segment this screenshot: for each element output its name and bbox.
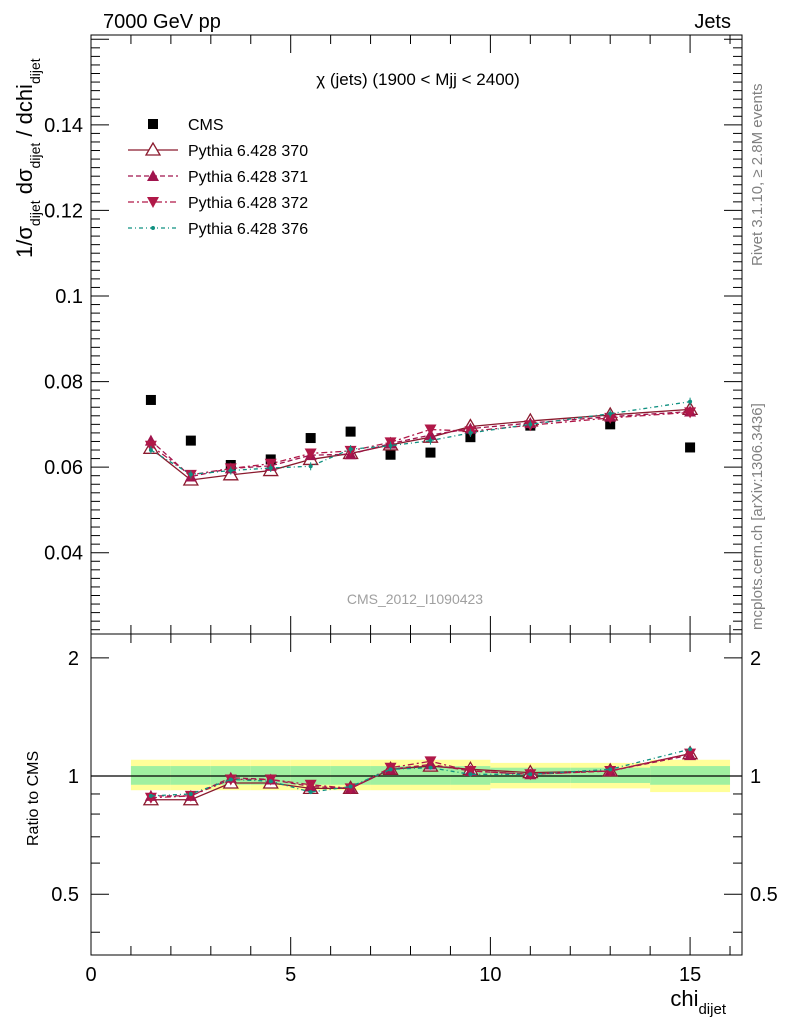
cms-point bbox=[605, 419, 616, 430]
cms-point bbox=[385, 449, 396, 460]
series-line-2 bbox=[150, 410, 691, 478]
ratio-point-3 bbox=[468, 772, 473, 777]
mcplots-label: mcplots.cern.ch [arXiv:1306.3436] bbox=[749, 403, 766, 630]
ratio-plot-frame bbox=[90, 633, 743, 956]
main-series-layer bbox=[142, 394, 699, 486]
ratio-line-2 bbox=[150, 753, 691, 799]
ratio-point-3 bbox=[388, 767, 393, 772]
series-point-4 bbox=[228, 468, 233, 473]
ratio-point-2 bbox=[344, 783, 357, 795]
ratio-point-2 bbox=[464, 765, 477, 777]
series-point-4 bbox=[428, 438, 433, 443]
series-point-3 bbox=[604, 412, 617, 424]
ratio-series-layer bbox=[142, 745, 699, 806]
legend-label-0: CMS bbox=[188, 117, 224, 134]
ratio-point-3 bbox=[148, 793, 153, 798]
ratio-y-tick-label-right: 2 bbox=[750, 648, 761, 670]
series-point-4 bbox=[188, 472, 193, 477]
legend-label-4: Pythia 6.428 376 bbox=[188, 221, 308, 238]
legend-marker-4 bbox=[151, 226, 155, 230]
x-tick-label: 5 bbox=[285, 964, 296, 986]
axis-tick-labels: 0 5 10 15 0.04 0.06 0.08 0.1 0.12 0.14 0.5 0.5 1 1 2 2 bbox=[44, 115, 778, 986]
main-y-tick-label: 0.1 bbox=[55, 286, 83, 308]
ratio-y-axis-label: Ratio to CMS bbox=[25, 751, 42, 846]
cms-point bbox=[345, 426, 356, 437]
legend-marker-1 bbox=[144, 141, 162, 156]
main-y-tick-label: 0.04 bbox=[44, 543, 83, 565]
ratio-point-3 bbox=[228, 777, 233, 782]
series-point-4 bbox=[688, 399, 693, 404]
ratio-point-2 bbox=[604, 765, 617, 777]
series-point-3 bbox=[304, 448, 317, 460]
ratio-y-tick-label-right: 0.5 bbox=[750, 884, 778, 906]
main-y-tick-label: 0.12 bbox=[44, 200, 83, 222]
cms-point bbox=[145, 394, 156, 405]
ratio-y-tick-label-left: 1 bbox=[68, 766, 79, 788]
header-left-label: 7000 GeV pp bbox=[103, 11, 221, 33]
series-point-4 bbox=[528, 422, 533, 427]
ratio-point-3 bbox=[428, 765, 433, 770]
series-point-4 bbox=[468, 430, 473, 435]
ratio-point-2 bbox=[304, 779, 317, 791]
ratio-point-3 bbox=[188, 791, 193, 796]
analysis-id: CMS_2012_I1090423 bbox=[347, 591, 483, 607]
legend-label-1: Pythia 6.428 370 bbox=[188, 143, 308, 160]
ratio-point-3 bbox=[608, 767, 613, 772]
series-line-4 bbox=[150, 401, 691, 476]
main-y-tick-label: 0.14 bbox=[44, 115, 83, 137]
series-point-4 bbox=[348, 447, 353, 452]
x-tick-label: 0 bbox=[85, 964, 96, 986]
ratio-point-2 bbox=[424, 756, 437, 768]
series-point-4 bbox=[608, 411, 613, 416]
x-tick-label: 10 bbox=[479, 964, 501, 986]
series-line-3 bbox=[150, 411, 691, 476]
ratio-point-3 bbox=[308, 790, 313, 795]
series-point-4 bbox=[148, 448, 153, 453]
main-y-tick-label: 0.08 bbox=[44, 372, 83, 394]
series-point-4 bbox=[308, 464, 313, 469]
ratio-y-tick-label-left: 2 bbox=[68, 648, 79, 670]
series-point-4 bbox=[268, 465, 273, 470]
legend-marker-cms bbox=[148, 119, 158, 129]
ratio-point-3 bbox=[528, 772, 533, 777]
ratio-y-tick-label-left: 0.5 bbox=[51, 884, 79, 906]
ratio-point-2 bbox=[184, 790, 197, 802]
plot-title: χ (jets) (1900 < Mjj < 2400) bbox=[316, 70, 520, 89]
header-right-label: Jets bbox=[694, 11, 731, 33]
legend-marker-3 bbox=[147, 197, 159, 208]
series-point-4 bbox=[388, 443, 393, 448]
legend-marker-2 bbox=[147, 170, 159, 181]
ratio-uncertainty-band bbox=[91, 759, 742, 793]
main-y-axis-label: 1/σdijet dσdijet / dchidijet bbox=[12, 58, 43, 258]
cms-point bbox=[185, 435, 196, 446]
x-tick-label: 15 bbox=[679, 964, 701, 986]
cms-point bbox=[305, 433, 316, 444]
ratio-y-tick-label-right: 1 bbox=[750, 766, 761, 788]
legend-label-2: Pythia 6.428 371 bbox=[188, 169, 308, 186]
cms-point bbox=[685, 442, 696, 453]
series-point-3 bbox=[424, 424, 437, 436]
cms-point bbox=[425, 447, 436, 458]
x-axis-label: chidijet bbox=[670, 986, 726, 1018]
ratio-point-3 bbox=[268, 779, 273, 784]
ratio-point-3 bbox=[348, 784, 353, 789]
series-point-3 bbox=[684, 407, 697, 419]
ratio-point-2 bbox=[684, 748, 697, 760]
ratio-line-1 bbox=[150, 754, 691, 797]
rivet-label: Rivet 3.1.10, ≥ 2.8M events bbox=[749, 84, 766, 267]
legend: CMS Pythia 6.428 370 Pythia 6.428 371 Pythi… bbox=[128, 117, 308, 238]
axis-ticks bbox=[90, 35, 742, 955]
main-y-tick-label: 0.06 bbox=[44, 457, 83, 479]
legend-label-3: Pythia 6.428 372 bbox=[188, 195, 308, 212]
ratio-point-3 bbox=[688, 747, 693, 752]
